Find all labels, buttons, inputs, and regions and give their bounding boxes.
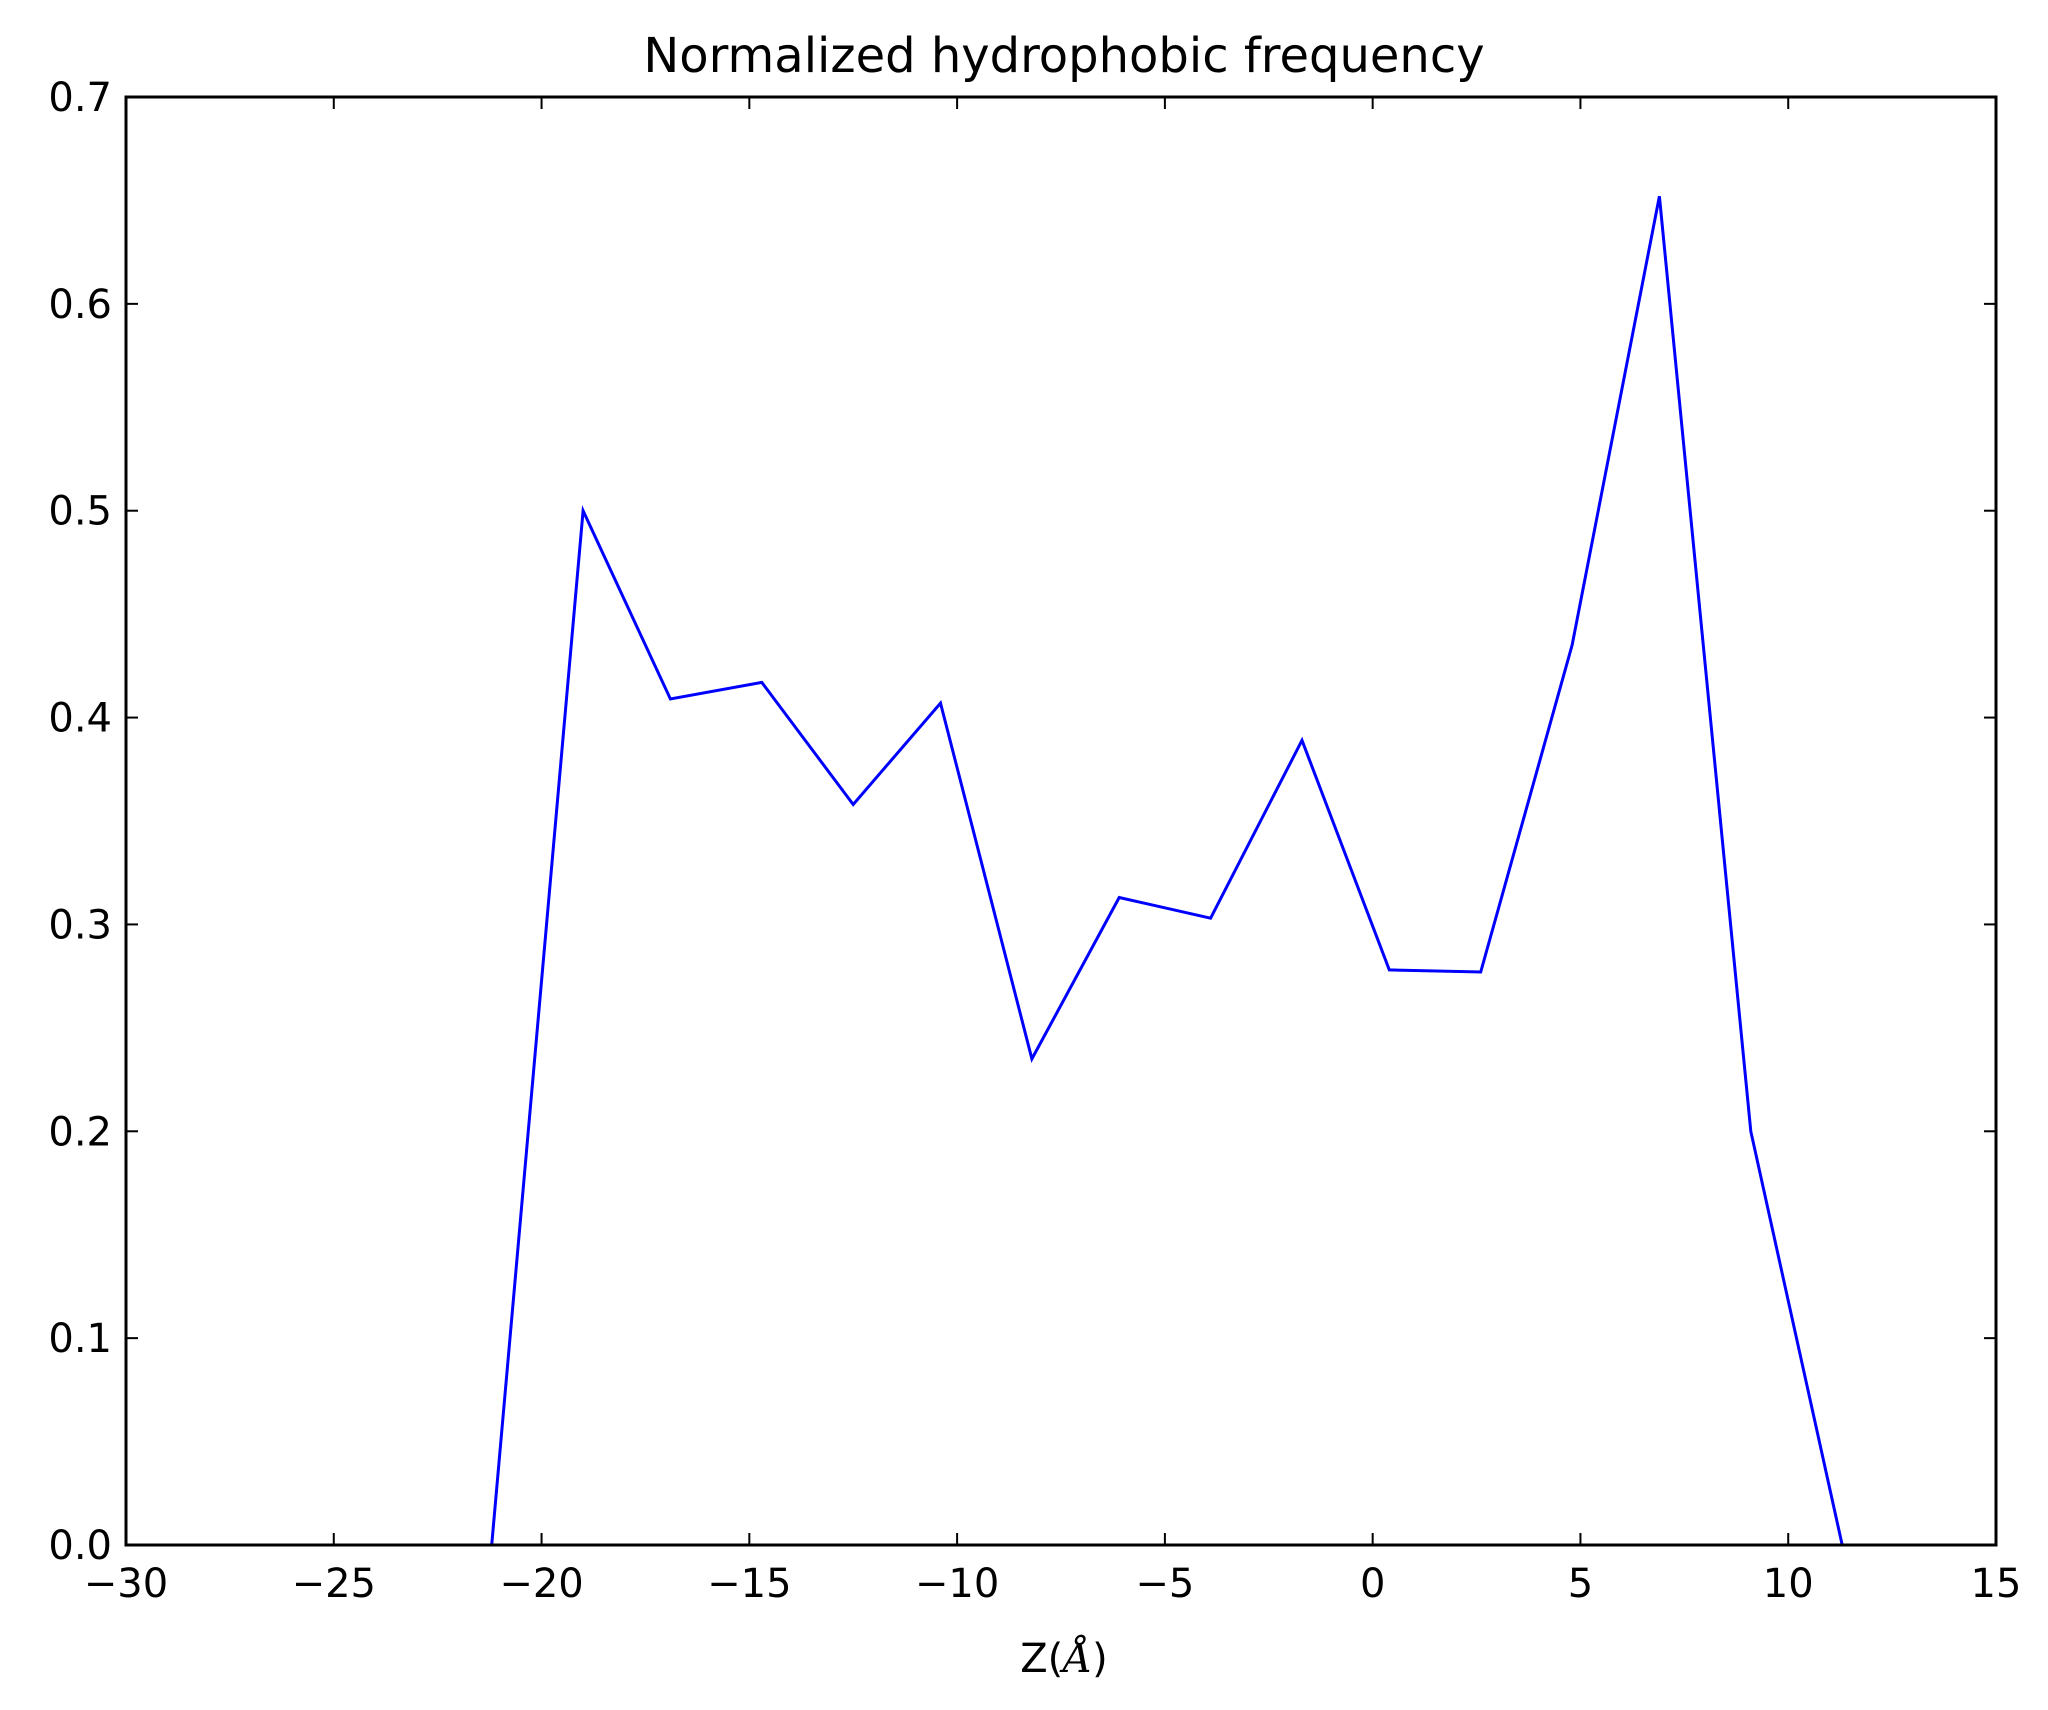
axis-tick-labels: −30 −25 −20 −15 −10 −5 0 5 10 15 0.0 0.1 0.2 0.3 0.4 0.… xyxy=(48,75,2021,1607)
x-tick-label: −30 xyxy=(84,1561,168,1607)
x-tick-label: −25 xyxy=(292,1561,376,1607)
x-axis-label-suffix: ) xyxy=(1092,1636,1108,1682)
x-tick-label: 0 xyxy=(1360,1561,1385,1607)
x-tick-label: −10 xyxy=(915,1561,999,1607)
axes-frame xyxy=(124,95,1998,1547)
x-tick-label: −15 xyxy=(707,1561,791,1607)
y-tick-label: 0.4 xyxy=(48,696,112,742)
x-tick-label: 10 xyxy=(1763,1561,1814,1607)
axis-ticks xyxy=(125,96,1997,1546)
y-tick-label: 0.6 xyxy=(48,282,112,328)
chart-title: Normalized hydrophobic frequency xyxy=(643,28,1484,84)
y-tick-label: 0.0 xyxy=(48,1523,112,1569)
x-axis-label-prefix: Z( xyxy=(1020,1636,1063,1682)
y-tick-label: 0.5 xyxy=(48,489,112,535)
x-tick-label: −5 xyxy=(1135,1561,1194,1607)
y-tick-label: 0.2 xyxy=(48,1109,112,1155)
x-axis-label: Z(Å) xyxy=(1020,1635,1108,1682)
x-tick-label: 15 xyxy=(1971,1561,2022,1607)
x-axis-label-symbol: Å xyxy=(1059,1635,1092,1682)
y-tick-label: 0.1 xyxy=(48,1316,112,1362)
y-tick-label: 0.7 xyxy=(48,75,112,121)
x-tick-label: −20 xyxy=(499,1561,583,1607)
x-tick-label: 5 xyxy=(1568,1561,1593,1607)
y-tick-label: 0.3 xyxy=(48,902,112,948)
